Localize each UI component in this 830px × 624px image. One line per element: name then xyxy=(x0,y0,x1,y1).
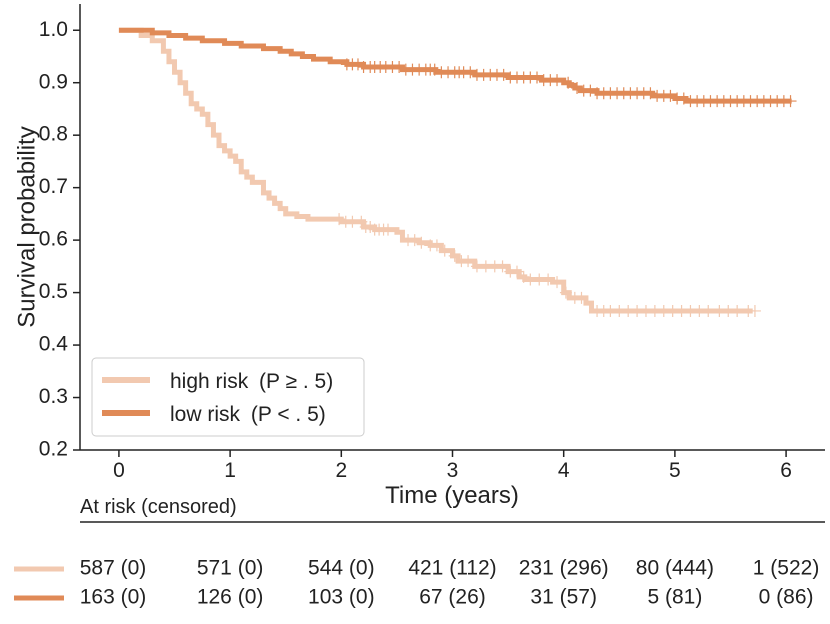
legend-label-high-risk: high risk (P ≥ . 5) xyxy=(170,370,333,393)
censor-marker xyxy=(448,249,461,262)
risk-cell-low-risk: 126 (0) xyxy=(197,586,264,609)
censor-marker xyxy=(784,95,797,108)
censor-marker xyxy=(464,66,477,79)
censor-marker xyxy=(551,276,564,289)
censor-marker xyxy=(517,270,530,283)
x-tick-label: 0 xyxy=(113,459,125,482)
censor-marker xyxy=(664,89,677,102)
risk-cell-high-risk: 80 (444) xyxy=(636,557,714,580)
y-tick-label: 0.2 xyxy=(39,438,68,461)
censor-marker xyxy=(559,286,572,299)
censor-marker xyxy=(428,63,441,76)
censor-marker xyxy=(496,260,509,273)
y-tick-label: 0.3 xyxy=(39,385,68,408)
censor-markers-high-risk xyxy=(333,213,761,317)
censor-marker xyxy=(571,81,584,94)
x-tick-label: 4 xyxy=(558,459,570,482)
y-axis-title: Survival probability xyxy=(13,126,40,327)
y-tick-label: 0.8 xyxy=(39,123,68,146)
censor-marker xyxy=(393,60,406,73)
censor-marker xyxy=(731,304,744,317)
risk-cell-high-risk: 587 (0) xyxy=(80,557,147,580)
x-tick-label: 2 xyxy=(335,459,347,482)
legend-math-high-risk: (P ≥ . 5) xyxy=(259,370,333,393)
risk-cell-low-risk: 103 (0) xyxy=(308,586,375,609)
censor-marker xyxy=(408,234,421,247)
x-tick-label: 5 xyxy=(669,459,681,482)
censor-marker xyxy=(382,223,395,236)
risk-table-title: At risk (censored) xyxy=(80,496,237,518)
x-tick-label: 6 xyxy=(780,459,792,482)
km-curve-high-risk xyxy=(118,27,753,314)
x-ticks: 0 1 2 3 4 5 6 xyxy=(113,450,792,482)
risk-cell-high-risk: 421 (112) xyxy=(408,557,496,580)
legend-name-high-risk: high risk xyxy=(170,370,249,393)
risk-cell-high-risk: 571 (0) xyxy=(197,557,264,580)
legend-name-low-risk: low risk xyxy=(170,403,241,426)
censor-marker xyxy=(351,58,364,71)
y-tick-label: 0.6 xyxy=(39,228,68,251)
risk-cell-high-risk: 231 (296) xyxy=(519,557,609,580)
y-ticks: 0.2 0.3 0.4 0.5 0.6 0.7 0.8 0.9 1.0 xyxy=(39,18,80,461)
y-tick-label: 0.9 xyxy=(39,70,68,93)
risk-table-rows: 587 (0) 571 (0) 544 (0) 421 (112) 231 (296) 8… xyxy=(14,557,819,609)
series-layer xyxy=(118,27,797,317)
risk-cell-low-risk: 163 (0) xyxy=(80,586,147,609)
censor-marker xyxy=(584,84,597,97)
censor-marker xyxy=(562,76,575,89)
risk-cell-low-risk: 67 (26) xyxy=(419,586,486,609)
legend-math-low-risk: (P < . 5) xyxy=(251,403,326,426)
censor-marker xyxy=(510,265,523,278)
censor-marker xyxy=(575,291,588,304)
risk-cell-low-risk: 5 (81) xyxy=(647,586,702,609)
legend: high risk (P ≥ . 5) low risk (P < . 5) xyxy=(91,357,365,437)
km-curve-low-risk xyxy=(118,27,792,104)
y-tick-label: 0.7 xyxy=(39,175,68,198)
censor-marker xyxy=(497,68,510,81)
risk-cell-low-risk: 31 (57) xyxy=(530,586,597,609)
risk-cell-low-risk: 0 (86) xyxy=(759,586,814,609)
y-tick-label: 0.5 xyxy=(39,280,68,303)
censor-marker xyxy=(677,92,690,105)
y-tick-label: 1.0 xyxy=(39,18,68,41)
censor-marker xyxy=(542,273,555,286)
censor-marker xyxy=(438,244,451,257)
x-tick-label: 3 xyxy=(447,459,459,482)
censor-marker xyxy=(551,74,564,87)
censor-marker xyxy=(415,236,428,249)
x-axis-title: Time (years) xyxy=(385,482,519,509)
risk-cell-high-risk: 544 (0) xyxy=(308,557,375,580)
censor-marker xyxy=(702,304,715,317)
censor-markers-low-risk xyxy=(340,58,797,108)
legend-box xyxy=(91,357,365,437)
legend-label-low-risk: low risk (P < . 5) xyxy=(170,403,326,426)
censor-marker xyxy=(430,239,443,252)
censor-marker xyxy=(333,213,346,226)
censor-marker xyxy=(462,255,475,268)
censor-marker xyxy=(644,87,657,100)
x-tick-label: 1 xyxy=(224,459,236,482)
censor-marker xyxy=(748,304,761,317)
y-tick-label: 0.4 xyxy=(39,333,69,356)
censor-marker xyxy=(531,71,544,84)
risk-cell-high-risk: 1 (522) xyxy=(753,557,820,580)
